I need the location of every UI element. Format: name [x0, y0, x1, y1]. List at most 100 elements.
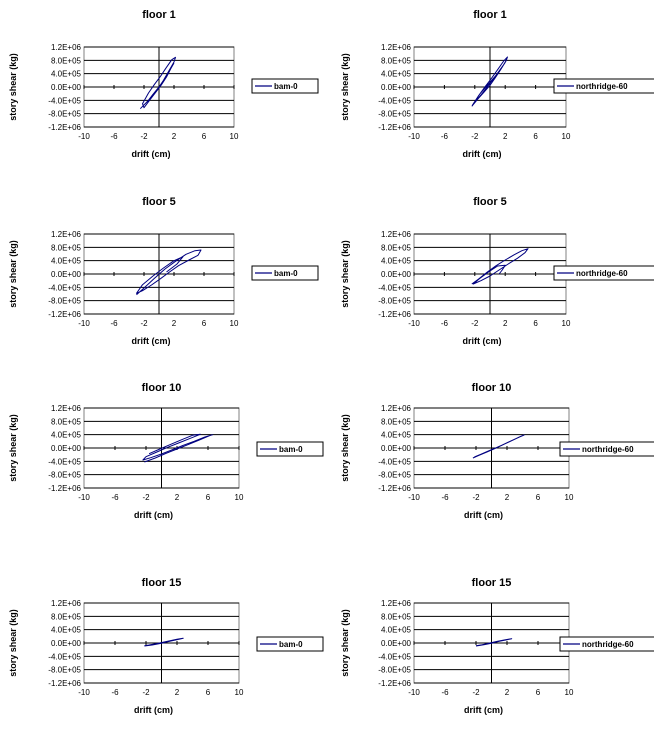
- x-axis-label: drift (cm): [134, 510, 173, 520]
- x-tick-label: -6: [111, 688, 119, 697]
- y-tick-label: 1.2E+06: [381, 230, 412, 239]
- y-tick-label: -1.2E+06: [378, 310, 411, 319]
- y-tick-label: 1.2E+06: [51, 404, 82, 413]
- chart-panel-4: floor 5 1.2E+06 8.0E+05 4.0E+05 0.0E+00 -4.0E…: [332, 187, 654, 369]
- y-tick-label: 1.2E+06: [51, 599, 82, 608]
- y-tick-label: 1.2E+06: [381, 404, 412, 413]
- series-line: [475, 638, 513, 647]
- legend-box: [256, 636, 324, 652]
- x-axis-label: drift (cm): [464, 510, 503, 520]
- y-tick-label: -8.0E+05: [48, 297, 81, 306]
- y-tick-label: 8.0E+05: [381, 417, 412, 426]
- x-tick-label: 6: [533, 132, 538, 141]
- x-axis-label: drift (cm): [463, 336, 502, 346]
- y-axis-label: story shear (kg): [340, 609, 350, 677]
- y-tick-label: -1.2E+06: [48, 679, 81, 688]
- x-tick-label: 6: [206, 493, 211, 502]
- y-tick-label: 8.0E+05: [381, 243, 412, 252]
- x-tick-label: 10: [565, 688, 574, 697]
- chart-svg: floor 5 1.2E+06 8.0E+05 4.0E+05 0.0E+00 -4.0E…: [340, 196, 654, 346]
- y-tick-label: -1.2E+06: [378, 484, 411, 493]
- series-line: [136, 249, 202, 296]
- x-tick-label: -10: [78, 319, 90, 328]
- chart-svg: floor 15 1.2E+06 8.0E+05 4.0E+05 0.0E+00 -4.0…: [340, 577, 654, 715]
- x-tick-label: 6: [536, 688, 541, 697]
- y-tick-label: 4.0E+05: [51, 257, 82, 266]
- chart-grid: floor 1 1.2E+06 8.0E+05 4.0E+05 0.0E+00 -4.0E…: [0, 0, 654, 715]
- y-axis-label: story shear (kg): [340, 414, 350, 482]
- legend-box: [553, 78, 654, 94]
- y-tick-label: -1.2E+06: [378, 123, 411, 132]
- y-axis-label: story shear (kg): [340, 240, 350, 308]
- x-tick-label: -6: [441, 493, 449, 502]
- y-tick-label: -4.0E+05: [48, 652, 81, 661]
- x-axis-label: drift (cm): [132, 149, 171, 159]
- x-axis-label: drift (cm): [134, 705, 173, 715]
- legend-box: [553, 265, 654, 281]
- y-tick-label: -1.2E+06: [378, 679, 411, 688]
- y-tick-label: 0.0E+00: [51, 270, 82, 279]
- y-tick-label: 4.0E+05: [381, 431, 412, 440]
- x-tick-label: -10: [408, 493, 420, 502]
- x-axis-label: drift (cm): [132, 336, 171, 346]
- y-tick-label: 8.0E+05: [51, 417, 82, 426]
- y-tick-label: 0.0E+00: [51, 83, 82, 92]
- x-tick-label: -2: [472, 493, 480, 502]
- y-tick-label: -8.0E+05: [48, 471, 81, 480]
- x-tick-label: -2: [471, 132, 479, 141]
- x-tick-label: -10: [78, 132, 90, 141]
- x-tick-label: 6: [206, 688, 211, 697]
- y-tick-label: 0.0E+00: [381, 83, 412, 92]
- y-tick-label: -8.0E+05: [378, 110, 411, 119]
- x-tick-label: 6: [536, 493, 541, 502]
- y-tick-label: 0.0E+00: [381, 444, 412, 453]
- x-tick-label: 2: [172, 319, 177, 328]
- x-tick-label: -10: [408, 319, 420, 328]
- chart-svg: floor 5 1.2E+06 8.0E+05 4.0E+05 0.0E+00 -4.0E…: [8, 196, 319, 346]
- x-tick-label: -10: [408, 688, 420, 697]
- chart-title: floor 5: [142, 196, 176, 208]
- chart-panel-8: floor 15 1.2E+06 8.0E+05 4.0E+05 0.0E+00 -4.0…: [332, 568, 654, 750]
- y-tick-label: -4.0E+05: [48, 96, 81, 105]
- x-tick-label: 2: [505, 493, 510, 502]
- y-tick-label: 4.0E+05: [51, 626, 82, 635]
- legend-box: [251, 265, 319, 281]
- chart-title: floor 1: [142, 9, 176, 21]
- legend-box: [559, 636, 654, 652]
- x-tick-label: 6: [202, 319, 207, 328]
- y-tick-label: -8.0E+05: [48, 110, 81, 119]
- chart-panel-7: floor 15 1.2E+06 8.0E+05 4.0E+05 0.0E+00 -4.0…: [0, 568, 324, 750]
- chart-svg: floor 10 1.2E+06 8.0E+05 4.0E+05 0.0E+00 -4.0…: [340, 382, 654, 520]
- chart-panel-2: floor 1 1.2E+06 8.0E+05 4.0E+05 0.0E+00 -4.0E…: [332, 0, 654, 182]
- legend-box: [559, 441, 654, 457]
- x-tick-label: -2: [140, 319, 148, 328]
- y-tick-label: 0.0E+00: [381, 270, 412, 279]
- chart-panel-1: floor 1 1.2E+06 8.0E+05 4.0E+05 0.0E+00 -4.0E…: [0, 0, 322, 182]
- y-tick-label: 4.0E+05: [381, 70, 412, 79]
- x-tick-label: -2: [140, 132, 148, 141]
- series-line: [471, 56, 508, 107]
- y-tick-label: 1.2E+06: [51, 43, 82, 52]
- chart-title: floor 1: [473, 9, 507, 21]
- y-axis-label: story shear (kg): [8, 609, 18, 677]
- chart-svg: floor 15 1.2E+06 8.0E+05 4.0E+05 0.0E+00 -4.0…: [8, 577, 324, 715]
- y-tick-label: -4.0E+05: [378, 457, 411, 466]
- y-tick-label: -4.0E+05: [378, 652, 411, 661]
- x-tick-label: -2: [472, 688, 480, 697]
- chart-svg: floor 10 1.2E+06 8.0E+05 4.0E+05 0.0E+00 -4.0…: [8, 382, 324, 520]
- y-axis-label: story shear (kg): [340, 53, 350, 121]
- x-tick-label: -6: [110, 132, 118, 141]
- series-line: [472, 434, 525, 459]
- y-tick-label: 4.0E+05: [381, 257, 412, 266]
- y-tick-label: 8.0E+05: [51, 612, 82, 621]
- legend-label: bam-0: [274, 269, 298, 278]
- y-tick-label: -8.0E+05: [378, 297, 411, 306]
- chart-title: floor 10: [472, 382, 512, 394]
- chart-title: floor 5: [473, 196, 507, 208]
- y-tick-label: 8.0E+05: [51, 243, 82, 252]
- x-tick-label: -6: [441, 319, 449, 328]
- x-tick-label: -2: [142, 688, 150, 697]
- x-tick-label: 10: [235, 493, 244, 502]
- legend-label: northridge-60: [582, 445, 634, 454]
- x-tick-label: -6: [110, 319, 118, 328]
